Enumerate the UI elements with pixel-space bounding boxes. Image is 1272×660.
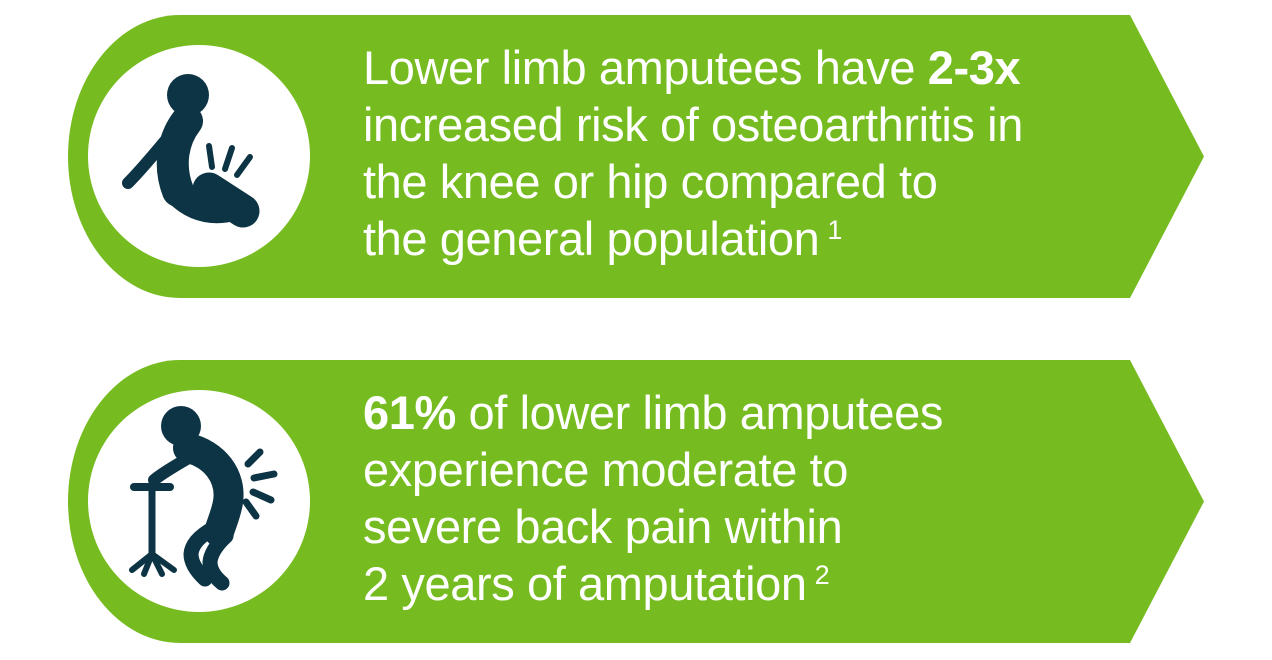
text-line: increased risk of osteoarthritis in	[363, 96, 1023, 153]
bent-person-with-cane-back-pain-icon	[129, 406, 278, 591]
icon-circle	[88, 45, 310, 267]
body-text: experience moderate to	[363, 442, 848, 496]
text-line: 2 years of amputation 2	[363, 555, 943, 620]
green-arrow-banner-shape	[68, 360, 1204, 643]
green-arrow-banner-shape	[68, 15, 1204, 298]
reference-superscript: 1	[827, 214, 843, 245]
body-text: the knee or hip compared to	[363, 154, 938, 208]
body-text: Lower limb amputees have	[363, 40, 928, 94]
body-text: the general population	[363, 211, 820, 265]
banner-text: 61% of lower limb amputees experience mod…	[363, 384, 943, 620]
text-line: the knee or hip compared to	[363, 153, 1023, 210]
text-line: 61% of lower limb amputees	[363, 384, 943, 441]
text-line: severe back pain within	[363, 498, 943, 555]
banner-back-pain-statistic: 61% of lower limb amputees experience mod…	[68, 360, 1204, 643]
seated-amputee-knee-pain-icon	[122, 74, 260, 228]
text-line: experience moderate to	[363, 441, 943, 498]
banner-text: Lower limb amputees have 2-3x increased r…	[363, 39, 1023, 275]
text-line: Lower limb amputees have 2-3x	[363, 39, 1023, 96]
icon-circle	[88, 390, 310, 612]
body-text: of lower limb amputees	[455, 385, 944, 439]
banner-osteoarthritis-risk: Lower limb amputees have 2-3x increased r…	[68, 15, 1204, 298]
body-text: severe back pain within	[363, 499, 843, 553]
highlight-text: 2-3x	[927, 40, 1021, 94]
text-line: the general population 1	[363, 210, 1023, 275]
highlight-text: 61%	[363, 385, 456, 439]
body-text: 2 years of amputation	[363, 556, 807, 610]
reference-superscript: 2	[814, 559, 830, 590]
body-text: increased risk of osteoarthritis in	[363, 97, 1023, 151]
